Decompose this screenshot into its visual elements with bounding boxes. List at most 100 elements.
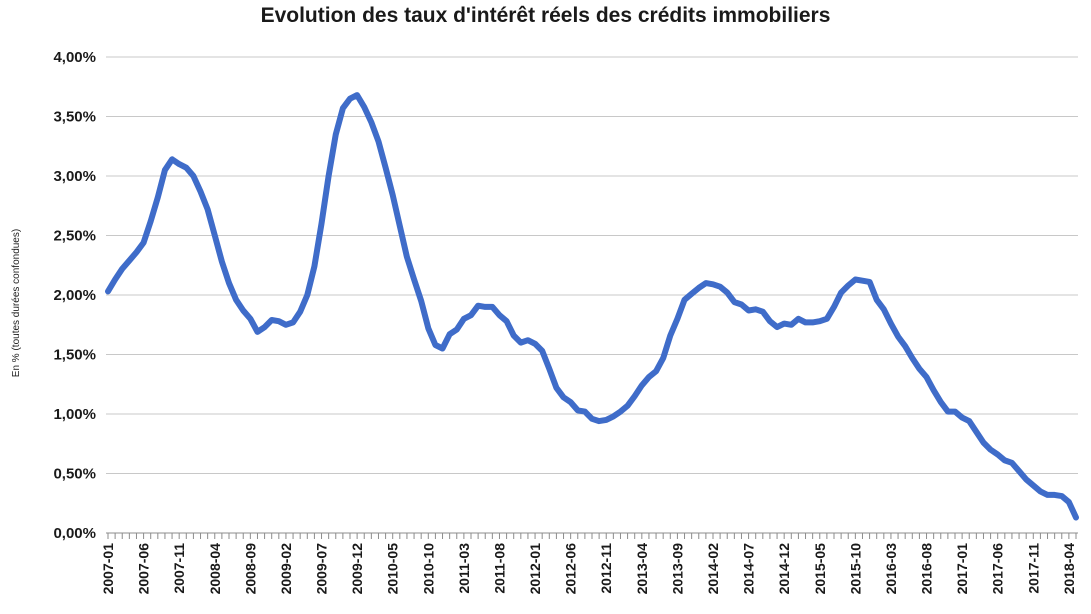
data-point bbox=[584, 411, 586, 413]
y-tick-label: 0,50% bbox=[53, 466, 96, 483]
data-point bbox=[733, 301, 735, 303]
data-point bbox=[427, 327, 429, 329]
data-point bbox=[933, 389, 935, 391]
data-point bbox=[548, 368, 550, 370]
x-tick-label: 2014-07 bbox=[741, 543, 757, 595]
data-point bbox=[498, 314, 500, 316]
data-point bbox=[961, 417, 963, 419]
data-point bbox=[691, 293, 693, 295]
x-tick-label: 2015-10 bbox=[847, 543, 863, 595]
data-point bbox=[449, 333, 451, 335]
x-tick-label: 2015-05 bbox=[812, 543, 828, 595]
data-point bbox=[890, 323, 892, 325]
data-point bbox=[918, 368, 920, 370]
data-point bbox=[1054, 494, 1056, 496]
y-tick-label: 4,00% bbox=[53, 49, 96, 66]
data-point bbox=[541, 350, 543, 352]
data-point bbox=[520, 342, 522, 344]
data-point bbox=[662, 357, 664, 359]
data-point bbox=[719, 286, 721, 288]
data-point bbox=[442, 348, 444, 350]
data-point bbox=[413, 279, 415, 281]
data-point bbox=[484, 306, 486, 308]
data-point bbox=[847, 284, 849, 286]
data-point bbox=[477, 305, 479, 307]
data-point bbox=[954, 411, 956, 413]
data-point bbox=[299, 311, 301, 313]
data-point bbox=[755, 308, 757, 310]
x-tick-label: 2011-03 bbox=[456, 543, 472, 594]
x-axis-ticks: 2007-01 2007-06 2007-11 2008-04 2008-09 2009-… bbox=[100, 543, 1077, 595]
data-point bbox=[171, 158, 173, 160]
y-tick-label: 1,50% bbox=[53, 347, 96, 364]
data-point bbox=[470, 314, 472, 316]
data-point bbox=[278, 320, 280, 322]
data-point bbox=[513, 334, 515, 336]
data-point bbox=[527, 339, 529, 341]
data-point bbox=[975, 431, 977, 433]
data-point bbox=[990, 449, 992, 451]
y-tick-label: 3,50% bbox=[53, 109, 96, 126]
data-point bbox=[456, 329, 458, 331]
data-point bbox=[363, 106, 365, 108]
data-point bbox=[826, 318, 828, 320]
x-tick-label: 2007-06 bbox=[136, 543, 152, 595]
data-point bbox=[534, 343, 536, 345]
data-point bbox=[342, 107, 344, 109]
data-point bbox=[684, 299, 686, 301]
data-point bbox=[1004, 459, 1006, 461]
x-tick-label: 2016-08 bbox=[919, 543, 935, 595]
data-point bbox=[164, 169, 166, 171]
x-tick-label: 2009-02 bbox=[278, 543, 294, 595]
data-point bbox=[790, 324, 792, 326]
data-point bbox=[769, 320, 771, 322]
x-tick-label: 2007-01 bbox=[100, 543, 116, 595]
data-point bbox=[385, 167, 387, 169]
data-point bbox=[926, 376, 928, 378]
x-tick-label: 2009-07 bbox=[314, 543, 330, 595]
x-tick-label: 2011-08 bbox=[491, 543, 507, 594]
data-point bbox=[655, 370, 657, 372]
data-point bbox=[1018, 470, 1020, 472]
data-point bbox=[249, 318, 251, 320]
x-tick-label: 2008-09 bbox=[242, 543, 258, 595]
data-point bbox=[242, 309, 244, 311]
data-point bbox=[968, 420, 970, 422]
data-point bbox=[306, 294, 308, 296]
x-tick-label: 2010-10 bbox=[420, 543, 436, 595]
data-point bbox=[221, 261, 223, 263]
x-tick-label: 2007-11 bbox=[171, 543, 187, 594]
series-group bbox=[105, 92, 1079, 521]
x-tick-label: 2008-04 bbox=[207, 543, 223, 595]
x-tick-label: 2012-11 bbox=[598, 543, 614, 594]
x-tick-label: 2013-04 bbox=[634, 543, 650, 595]
data-point bbox=[256, 331, 258, 333]
data-point bbox=[947, 411, 949, 413]
data-point bbox=[264, 326, 266, 328]
data-point bbox=[634, 395, 636, 397]
data-point bbox=[563, 396, 565, 398]
data-point bbox=[420, 300, 422, 302]
x-tick-label: 2014-02 bbox=[705, 543, 721, 595]
data-point bbox=[748, 309, 750, 311]
data-point bbox=[370, 121, 372, 123]
data-point bbox=[840, 292, 842, 294]
data-point bbox=[1068, 501, 1070, 503]
x-tick-label: 2016-03 bbox=[883, 543, 899, 595]
data-point bbox=[698, 287, 700, 289]
data-point bbox=[313, 265, 315, 267]
data-point bbox=[107, 290, 109, 292]
data-point bbox=[869, 281, 871, 283]
y-tick-label: 2,00% bbox=[53, 287, 96, 304]
data-point bbox=[128, 259, 130, 261]
data-point bbox=[434, 344, 436, 346]
chart-title: Evolution des taux d'intérêt réels des c… bbox=[260, 4, 831, 27]
data-point bbox=[143, 242, 145, 244]
series-line bbox=[105, 92, 1079, 521]
y-tick-label: 3,00% bbox=[53, 168, 96, 185]
data-point bbox=[491, 306, 493, 308]
data-point bbox=[214, 235, 216, 236]
data-point bbox=[627, 405, 629, 407]
data-point bbox=[399, 225, 401, 227]
data-point bbox=[726, 292, 728, 294]
